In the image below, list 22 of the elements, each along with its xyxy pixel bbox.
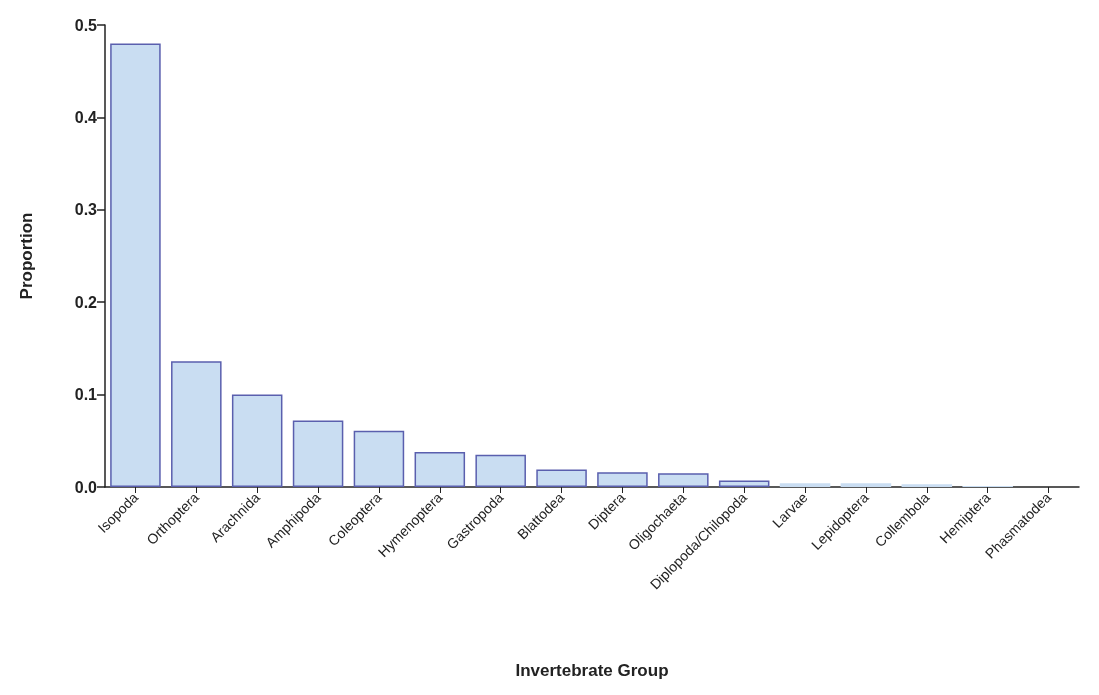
- y-tick-label: 0.3: [74, 201, 98, 219]
- bar: [901, 484, 953, 487]
- bar: [536, 469, 587, 487]
- bar: [475, 454, 526, 487]
- bar: [658, 473, 709, 487]
- y-axis-title: Proportion: [17, 212, 36, 300]
- y-tick-label: 0.0: [74, 478, 98, 496]
- bar: [292, 420, 344, 487]
- bar: [110, 43, 161, 487]
- bar: [231, 394, 283, 487]
- bar: [718, 480, 770, 487]
- bar: [171, 361, 222, 487]
- bar: [414, 451, 466, 487]
- y-tick-label: 0.5: [74, 16, 98, 34]
- bar: [597, 472, 648, 487]
- x-axis-title: Invertebrate Group: [515, 661, 669, 680]
- bar: [779, 483, 831, 487]
- bar: [353, 430, 405, 487]
- y-tick-label: 0.2: [74, 293, 98, 311]
- y-tick-label: 0.4: [74, 108, 98, 126]
- bar: [840, 483, 892, 487]
- y-tick-label: 0.1: [74, 386, 98, 404]
